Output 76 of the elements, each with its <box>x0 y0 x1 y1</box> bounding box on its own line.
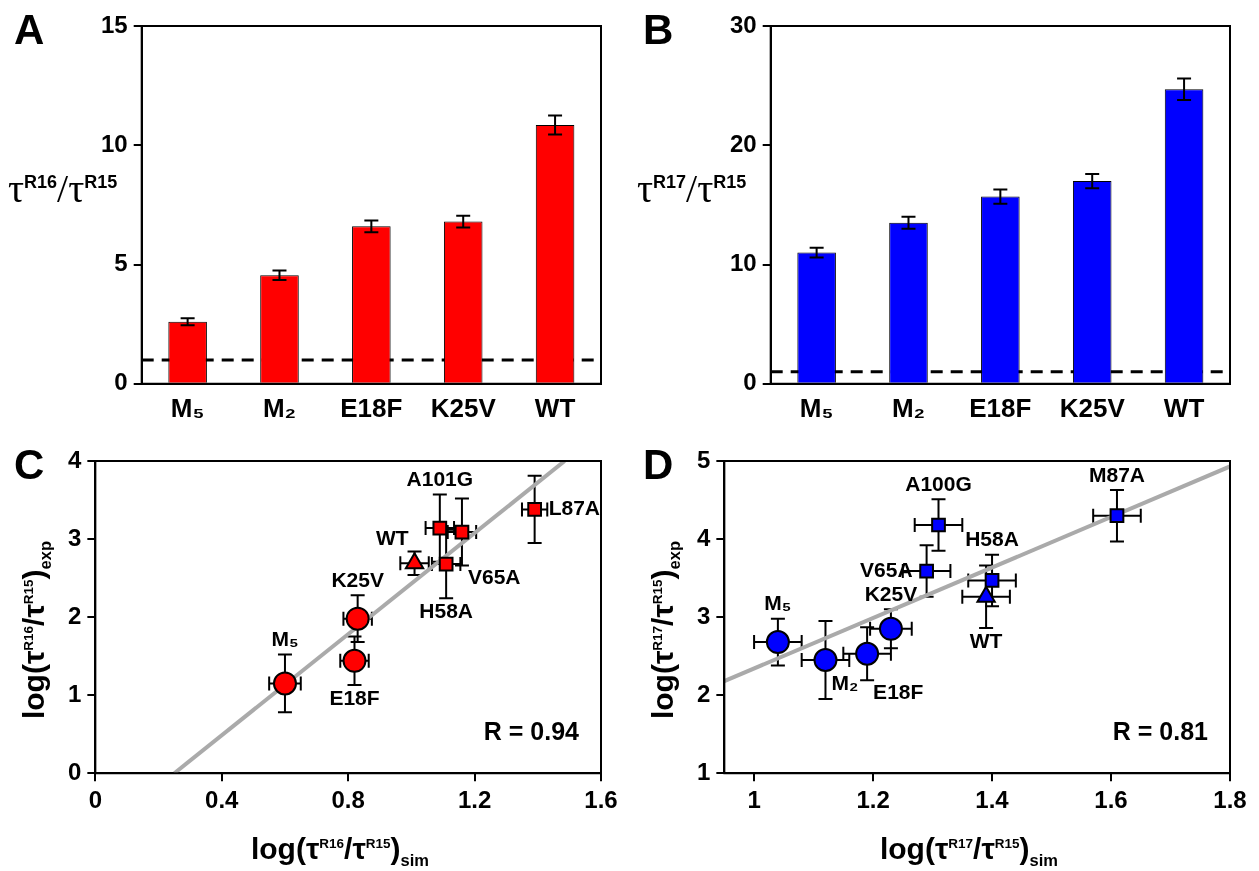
annotation: E18F <box>873 680 924 704</box>
x-tick-label: M₅ <box>799 392 834 423</box>
point <box>931 517 946 533</box>
annotation: K25V <box>864 582 918 606</box>
chart-title: C <box>14 441 45 489</box>
x-axis-title: log(τ$^{R17}$/τ$^{R15}$)$_{sim}$ <box>879 832 1059 870</box>
annotation: E18F <box>329 685 380 709</box>
x-tick-label: K25V <box>430 392 497 423</box>
annotation: R = 0.94 <box>483 717 580 746</box>
x-tick-label: WT <box>534 392 576 423</box>
y-tick-label: 2 <box>67 601 82 629</box>
annotation: M₅ <box>764 591 792 615</box>
annotation: V65A <box>467 565 521 589</box>
y-tick-label: 3 <box>696 601 711 629</box>
chart-title: B <box>643 6 674 54</box>
point <box>1109 508 1125 523</box>
x-axis-title: log(τ$^{R16}$/τ$^{R15}$)$_{sim}$ <box>250 832 430 870</box>
x-tick-label: 1.2 <box>457 786 492 814</box>
point <box>432 520 448 536</box>
y-tick-label: 4 <box>696 523 711 551</box>
point <box>454 524 470 540</box>
y-tick-label: 1 <box>696 757 711 785</box>
point <box>345 606 370 631</box>
x-tick-label: M₅ <box>170 392 205 423</box>
y-tick-label: 3 <box>67 523 82 551</box>
annotation: H58A <box>965 527 1019 551</box>
point <box>765 630 790 655</box>
x-tick-label: M₂ <box>262 392 297 423</box>
point <box>527 502 542 517</box>
y-axis-title: τ$^{R17}$/τ$^{R15}$ <box>637 165 747 212</box>
x-tick-label: 0.8 <box>331 786 365 814</box>
annotation: K25V <box>331 568 384 592</box>
x-tick-label: K25V <box>1059 392 1126 423</box>
y-tick-label: 5 <box>114 249 128 277</box>
x-tick-label: 1.6 <box>1094 786 1128 814</box>
y-tick-label: 15 <box>100 10 128 38</box>
y-tick-label: 10 <box>729 249 757 277</box>
y-tick-label: 0 <box>67 757 82 785</box>
x-tick-label: 1.6 <box>584 786 618 814</box>
point <box>438 556 454 572</box>
y-tick-label: 30 <box>729 10 757 38</box>
x-tick-label: E18F <box>340 392 403 423</box>
y-tick-label: 5 <box>696 445 711 473</box>
annotation: A101G <box>406 467 474 491</box>
annotation: M₂ <box>831 670 859 694</box>
point <box>919 563 934 579</box>
y-tick-label: 2 <box>696 679 711 707</box>
annotation: H58A <box>419 599 473 623</box>
annotation: L87A <box>548 496 600 520</box>
y-tick-label: 10 <box>100 129 128 157</box>
y-tick-label: 20 <box>729 129 757 157</box>
point <box>813 648 838 673</box>
x-tick-label: M₂ <box>891 392 926 423</box>
y-tick-label: 0 <box>743 368 757 396</box>
point <box>878 616 903 641</box>
point <box>855 641 880 666</box>
annotation: R = 0.81 <box>1112 717 1209 746</box>
x-tick-label: 0.4 <box>205 786 240 814</box>
annotation: M₅ <box>271 627 299 651</box>
annotation: WT <box>375 526 409 550</box>
x-tick-label: E18F <box>969 392 1032 423</box>
annotation: A100G <box>905 472 972 496</box>
x-tick-label: WT <box>1163 392 1205 423</box>
x-tick-label: 1.8 <box>1213 786 1247 814</box>
x-tick-label: 1.4 <box>975 786 1010 814</box>
y-tick-label: 0 <box>114 368 128 396</box>
y-tick-label: 1 <box>67 679 82 707</box>
point <box>272 671 297 696</box>
x-tick-label: 1.2 <box>856 786 890 814</box>
y-tick-label: 4 <box>67 445 82 473</box>
chart-title: D <box>643 441 674 489</box>
annotation: WT <box>969 628 1003 652</box>
chart-title: A <box>14 6 45 54</box>
point <box>984 573 1000 588</box>
y-axis-title: τ$^{R16}$/τ$^{R15}$ <box>8 165 118 212</box>
annotation: M87A <box>1088 462 1145 486</box>
